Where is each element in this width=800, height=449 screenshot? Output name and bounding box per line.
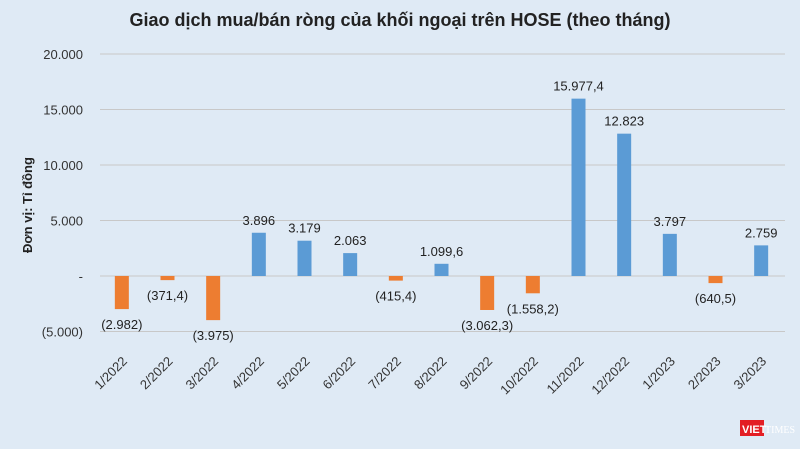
bar	[297, 240, 312, 276]
bar	[160, 276, 175, 281]
data-label: (1.558,2)	[507, 301, 559, 316]
data-label: (3.975)	[193, 328, 234, 343]
x-tick-label: 11/2022	[543, 354, 586, 397]
x-tick-label: 1/2022	[91, 354, 130, 393]
y-tick-label: 15.000	[43, 103, 83, 118]
data-label: (640,5)	[695, 291, 736, 306]
svg-text:TIMES: TIMES	[765, 425, 795, 436]
data-label: (2.982)	[101, 317, 142, 332]
bar	[206, 276, 221, 321]
bar	[617, 133, 632, 276]
bar	[754, 245, 769, 276]
x-tick-label: 8/2022	[411, 354, 450, 393]
y-tick-label: 20.000	[43, 47, 83, 62]
data-label: 3.896	[243, 213, 276, 228]
data-label: (371,4)	[147, 288, 188, 303]
x-tick-label: 5/2022	[274, 354, 313, 393]
y-tick-label: 5.000	[50, 214, 83, 229]
x-tick-label: 2/2022	[137, 354, 176, 393]
bar	[251, 232, 266, 276]
x-tick-label: 10/2022	[497, 354, 541, 398]
bar	[571, 98, 586, 276]
data-label: 3.797	[654, 214, 687, 229]
bar	[434, 263, 449, 276]
bar	[525, 276, 540, 294]
y-tick-label: (5.000)	[42, 325, 83, 340]
data-label: 1.099,6	[420, 244, 463, 259]
chart-title: Giao dịch mua/bán ròng của khối ngoại tr…	[129, 10, 671, 30]
x-tick-label: 4/2022	[228, 354, 267, 393]
x-tick-label: 1/2023	[639, 354, 678, 393]
x-tick-label: 12/2022	[588, 354, 632, 398]
x-tick-label: 2/2023	[685, 354, 724, 393]
y-tick-label: -	[79, 269, 83, 284]
data-label: 15.977,4	[553, 79, 604, 94]
data-label: 2.759	[745, 225, 778, 240]
y-tick-label: 10.000	[43, 158, 83, 173]
svg-text:VIET: VIET	[742, 424, 767, 436]
bar	[114, 276, 129, 310]
bar	[708, 276, 723, 284]
y-axis-label: Đơn vị: Tỉ đồng	[20, 157, 35, 253]
data-label: (415,4)	[375, 289, 416, 304]
data-label: (3.062,3)	[461, 318, 513, 333]
x-tick-label: 9/2022	[457, 354, 496, 393]
x-tick-label: 3/2023	[731, 354, 770, 393]
x-tick-label: 6/2022	[320, 354, 359, 393]
bar	[388, 276, 403, 281]
bar	[662, 233, 677, 276]
viettimes-logo: VIET TIMES	[740, 414, 798, 447]
data-label: 12.823	[604, 114, 644, 129]
x-tick-label: 3/2022	[183, 354, 222, 393]
bar	[480, 276, 495, 310]
data-label: 3.179	[288, 221, 321, 236]
data-label: 2.063	[334, 233, 367, 248]
bar	[343, 253, 358, 276]
x-tick-label: 7/2022	[365, 354, 404, 393]
